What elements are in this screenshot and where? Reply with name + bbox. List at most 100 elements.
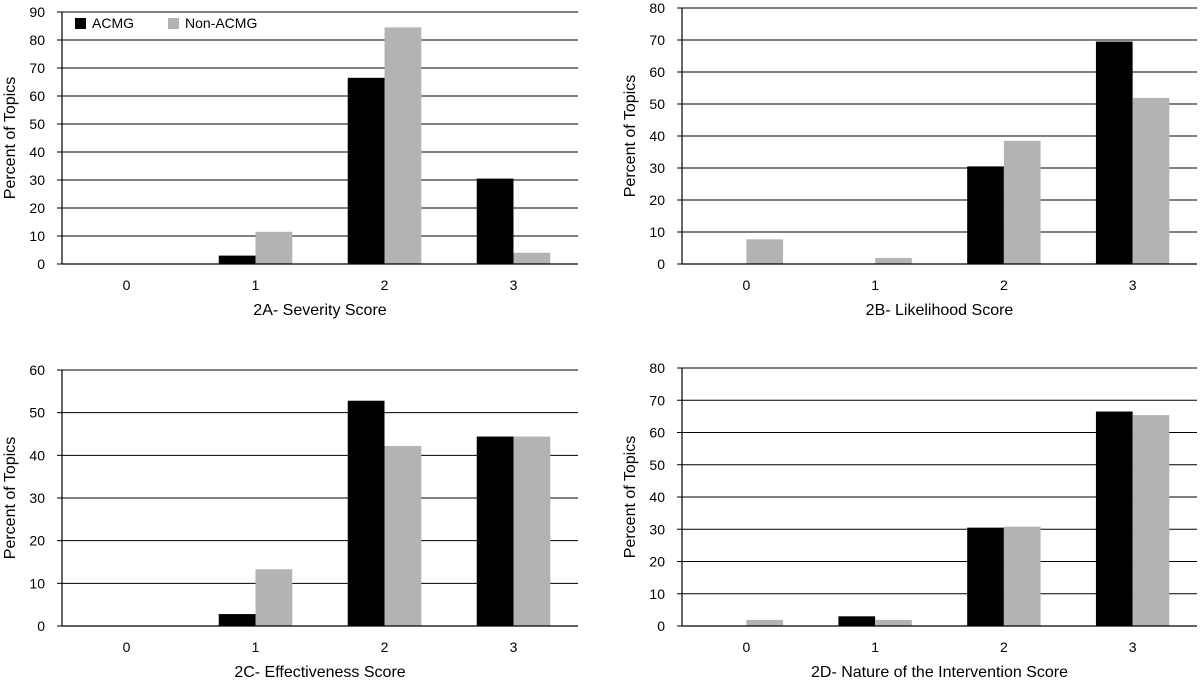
y-tick-label: 10 bbox=[29, 228, 45, 244]
bar-acmg-2 bbox=[967, 166, 1004, 264]
bars bbox=[746, 41, 1170, 264]
bar-non-acmg-3 bbox=[513, 252, 551, 264]
y-tick-label: 90 bbox=[29, 4, 45, 20]
x-tick-label: 0 bbox=[742, 277, 750, 293]
tick-labels: 0 10 20 30 40 50 60 70 80 0 1 2 3 bbox=[649, 0, 1136, 293]
bar-non-acmg-2 bbox=[1003, 526, 1041, 626]
bar-acmg-3 bbox=[476, 178, 514, 264]
axes bbox=[677, 7, 1197, 265]
y-axis-label: Percent of Topics bbox=[622, 436, 639, 558]
chart-panel-2d: 0 10 20 30 40 50 60 70 80 0 1 2 3 2D- Nature of the … bbox=[622, 360, 1197, 681]
x-axis-label: 2A- Severity Score bbox=[253, 302, 386, 319]
legend-label-non-acmg: Non-ACMG bbox=[185, 15, 257, 31]
tick-labels: 0 10 20 30 40 50 60 70 80 90 0 1 2 3 bbox=[29, 4, 517, 293]
y-tick-label: 50 bbox=[29, 405, 45, 421]
y-tick-label: 30 bbox=[649, 521, 665, 537]
y-tick-label: 40 bbox=[29, 144, 45, 160]
y-tick-label: 20 bbox=[649, 192, 665, 208]
y-tick-label: 50 bbox=[649, 457, 665, 473]
bar-non-acmg-1 bbox=[875, 619, 912, 626]
x-tick-label: 1 bbox=[252, 277, 260, 293]
x-axis-label: 2C- Effectiveness Score bbox=[234, 664, 405, 681]
x-axis-label: 2D- Nature of the Intervention Score bbox=[811, 664, 1068, 681]
bar-non-acmg-2 bbox=[1003, 140, 1041, 264]
bar-non-acmg-1 bbox=[875, 257, 912, 264]
bar-acmg-2 bbox=[347, 77, 385, 264]
bars bbox=[746, 411, 1170, 626]
x-tick-label: 1 bbox=[871, 277, 879, 293]
x-tick-label: 1 bbox=[871, 639, 879, 655]
y-tick-label: 40 bbox=[649, 489, 665, 505]
x-tick-label: 2 bbox=[381, 277, 389, 293]
bar-non-acmg-1 bbox=[255, 231, 293, 264]
axes bbox=[57, 11, 578, 265]
legend: ACMG Non-ACMG bbox=[75, 15, 257, 31]
y-tick-label: 60 bbox=[29, 88, 45, 104]
y-tick-label: 10 bbox=[29, 575, 45, 591]
axes bbox=[677, 367, 1197, 627]
y-axis-label: Percent of Topics bbox=[622, 75, 639, 197]
bar-acmg-1 bbox=[218, 255, 256, 264]
tick-labels: 0 10 20 30 40 50 60 70 80 0 1 2 3 bbox=[649, 360, 1136, 655]
bar-non-acmg-3 bbox=[1132, 415, 1170, 626]
bar-acmg-3 bbox=[1095, 411, 1133, 626]
x-tick-label: 2 bbox=[1000, 277, 1008, 293]
y-tick-label: 20 bbox=[649, 554, 665, 570]
chart-panel-2a: 0 10 20 30 40 50 60 70 80 90 0 1 2 3 2A- Severity Sco… bbox=[2, 4, 578, 319]
x-tick-label: 0 bbox=[123, 277, 131, 293]
y-tick-label: 70 bbox=[649, 32, 665, 48]
y-tick-label: 50 bbox=[649, 96, 665, 112]
chart-panel-2b: 0 10 20 30 40 50 60 70 80 0 1 2 3 2B- Likelihood Sco… bbox=[622, 0, 1197, 319]
y-tick-label: 60 bbox=[649, 425, 665, 441]
bar-acmg-1 bbox=[838, 616, 876, 626]
y-tick-label: 50 bbox=[29, 116, 45, 132]
axes bbox=[57, 369, 578, 627]
y-tick-label: 80 bbox=[649, 0, 665, 16]
y-axis-label: Percent of Topics bbox=[2, 437, 19, 559]
y-tick-label: 0 bbox=[657, 256, 665, 272]
bar-acmg-2 bbox=[967, 527, 1004, 626]
legend-swatch-acmg bbox=[75, 18, 86, 29]
x-tick-label: 3 bbox=[1129, 277, 1137, 293]
x-tick-label: 3 bbox=[510, 277, 518, 293]
bar-non-acmg-0 bbox=[746, 239, 784, 264]
y-tick-label: 70 bbox=[29, 60, 45, 76]
y-tick-label: 0 bbox=[657, 618, 665, 634]
bar-acmg-3 bbox=[1095, 41, 1133, 264]
y-tick-label: 40 bbox=[29, 447, 45, 463]
bar-non-acmg-0 bbox=[746, 619, 784, 626]
y-tick-label: 70 bbox=[649, 392, 665, 408]
chart-panel-2c: 0 10 20 30 40 50 60 0 1 2 3 2C- Effectiveness Scor… bbox=[2, 362, 578, 681]
bar-acmg-1 bbox=[218, 614, 256, 626]
x-tick-label: 2 bbox=[381, 639, 389, 655]
bars bbox=[218, 400, 551, 626]
y-tick-label: 10 bbox=[649, 586, 665, 602]
x-tick-label: 3 bbox=[1129, 639, 1137, 655]
x-axis-label: 2B- Likelihood Score bbox=[866, 302, 1014, 319]
y-tick-label: 60 bbox=[29, 362, 45, 378]
x-tick-label: 2 bbox=[1000, 639, 1008, 655]
legend-label-acmg: ACMG bbox=[92, 15, 134, 31]
y-tick-label: 20 bbox=[29, 200, 45, 216]
bar-non-acmg-3 bbox=[1132, 97, 1170, 264]
x-tick-label: 0 bbox=[742, 639, 750, 655]
bar-non-acmg-2 bbox=[384, 27, 422, 265]
bar-acmg-3 bbox=[476, 436, 514, 626]
y-tick-label: 0 bbox=[37, 618, 45, 634]
bar-non-acmg-2 bbox=[384, 445, 422, 626]
tick-labels: 0 10 20 30 40 50 60 0 1 2 3 bbox=[29, 362, 517, 655]
bar-acmg-2 bbox=[347, 400, 385, 626]
y-tick-label: 30 bbox=[29, 172, 45, 188]
x-tick-label: 1 bbox=[252, 639, 260, 655]
y-tick-label: 80 bbox=[649, 360, 665, 376]
y-tick-label: 40 bbox=[649, 128, 665, 144]
y-tick-label: 30 bbox=[29, 490, 45, 506]
bars bbox=[218, 27, 551, 265]
y-tick-label: 60 bbox=[649, 64, 665, 80]
x-tick-label: 0 bbox=[123, 639, 131, 655]
y-tick-label: 0 bbox=[37, 256, 45, 272]
y-axis-label: Percent of Topics bbox=[2, 77, 19, 199]
y-tick-label: 30 bbox=[649, 160, 665, 176]
bar-non-acmg-3 bbox=[513, 436, 551, 626]
